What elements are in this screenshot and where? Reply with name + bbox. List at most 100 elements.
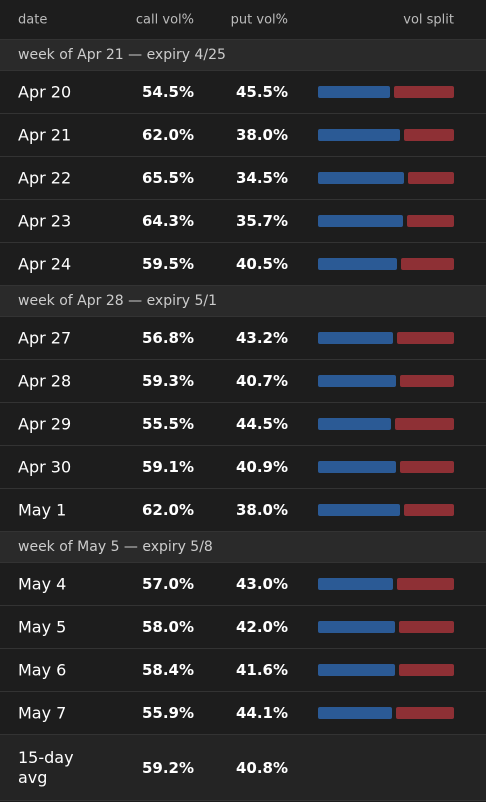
vol-split-bar	[318, 418, 454, 430]
call-cell: 59.2%	[141, 758, 194, 777]
call-cell: 59.5%	[141, 255, 194, 273]
put-cell: 34.5%	[235, 169, 288, 187]
date-cell: Apr 23	[18, 211, 72, 231]
put-bar	[393, 86, 454, 98]
call-cell: 54.5%	[141, 83, 194, 101]
put-bar	[395, 707, 454, 719]
put-bar	[408, 172, 454, 184]
call-bar	[318, 707, 392, 719]
group-title: week of Apr 28 — expiry 5/1	[18, 293, 218, 309]
vol-split-bar	[318, 375, 454, 387]
vol-split-bar	[318, 86, 454, 98]
data-row: Apr 23 64.3% 35.7%	[0, 200, 486, 243]
call-bar	[318, 332, 393, 344]
data-row: Apr 28 59.3% 40.7%	[0, 360, 486, 403]
call-bar	[318, 621, 395, 633]
put-bar	[397, 578, 454, 590]
date-cell: Apr 29	[18, 414, 72, 434]
date-cell: Apr 21	[18, 125, 72, 145]
data-row: May 5 58.0% 42.0%	[0, 606, 486, 649]
date-cell: May 7	[18, 703, 67, 723]
date-cell: Apr 22	[18, 168, 72, 188]
put-cell: 40.8%	[235, 758, 288, 777]
data-row: May 4 57.0% 43.0%	[0, 563, 486, 606]
call-bar	[318, 418, 392, 430]
vol-split-bar	[318, 621, 454, 633]
vol-split-bar	[318, 215, 454, 227]
put-bar	[400, 375, 454, 387]
put-cell: 38.0%	[235, 126, 288, 144]
data-row: Apr 30 59.1% 40.9%	[0, 446, 486, 489]
vol-split-bar	[318, 461, 454, 473]
call-cell: 55.5%	[141, 415, 194, 433]
data-row: Apr 22 65.5% 34.5%	[0, 157, 486, 200]
call-bar	[318, 461, 396, 473]
call-cell: 58.4%	[141, 661, 194, 679]
call-bar	[318, 258, 397, 270]
call-cell: 62.0%	[141, 501, 194, 519]
put-bar	[403, 129, 454, 141]
call-cell: 57.0%	[141, 575, 194, 593]
call-cell: 56.8%	[141, 329, 194, 347]
group-row: week of Apr 21 — expiry 4/25	[0, 40, 486, 71]
put-cell: 42.0%	[235, 618, 288, 636]
date-cell: May 5	[18, 617, 67, 637]
header-cell: date	[18, 12, 48, 27]
vol-split-bar	[318, 578, 454, 590]
put-bar	[403, 504, 454, 516]
vol-split-bar	[318, 172, 454, 184]
put-cell: 44.5%	[235, 415, 288, 433]
put-bar	[396, 332, 454, 344]
date-cell: Apr 27	[18, 328, 72, 348]
call-bar	[318, 129, 400, 141]
date-cell: Apr 30	[18, 457, 72, 477]
call-bar	[318, 504, 400, 516]
date-cell: May 4	[18, 574, 67, 594]
put-cell: 40.5%	[235, 255, 288, 273]
data-row: May 7 55.9% 44.1%	[0, 692, 486, 735]
vol-split-bar	[318, 707, 454, 719]
put-cell: 44.1%	[235, 704, 288, 722]
date-cell: Apr 20	[18, 82, 72, 102]
put-bar	[398, 621, 454, 633]
vol-split-bar	[318, 129, 454, 141]
header-cell: put vol%	[230, 12, 288, 27]
data-row: Apr 24 59.5% 40.5%	[0, 243, 486, 286]
put-cell: 35.7%	[235, 212, 288, 230]
call-bar	[318, 172, 405, 184]
date-cell: 15-day avg	[18, 747, 74, 787]
header-row: date call vol% put vol% vol split	[0, 0, 486, 40]
put-cell: 43.0%	[235, 575, 288, 593]
call-bar	[318, 664, 396, 676]
put-cell: 41.6%	[235, 661, 288, 679]
data-row: Apr 29 55.5% 44.5%	[0, 403, 486, 446]
put-bar	[395, 418, 454, 430]
call-bar	[318, 578, 394, 590]
group-row: week of May 5 — expiry 5/8	[0, 532, 486, 563]
vol-split-bar	[318, 258, 454, 270]
put-cell: 38.0%	[235, 501, 288, 519]
call-cell: 64.3%	[141, 212, 194, 230]
put-bar	[399, 664, 454, 676]
call-cell: 58.0%	[141, 618, 194, 636]
call-cell: 62.0%	[141, 126, 194, 144]
date-cell: May 6	[18, 660, 67, 680]
call-cell: 59.1%	[141, 458, 194, 476]
data-row: May 6 58.4% 41.6%	[0, 649, 486, 692]
header-cell: vol split	[403, 12, 454, 27]
call-bar	[318, 375, 397, 387]
data-row: Apr 20 54.5% 45.5%	[0, 71, 486, 114]
vol-split-bar	[318, 332, 454, 344]
group-title: week of May 5 — expiry 5/8	[18, 539, 213, 555]
put-bar	[400, 461, 454, 473]
call-bar	[318, 86, 390, 98]
date-cell: Apr 24	[18, 254, 72, 274]
group-title: week of Apr 21 — expiry 4/25	[18, 47, 226, 63]
put-cell: 45.5%	[235, 83, 288, 101]
put-cell: 43.2%	[235, 329, 288, 347]
header-cell: call vol%	[135, 12, 194, 27]
date-cell: Apr 28	[18, 371, 72, 391]
data-row: Apr 21 62.0% 38.0%	[0, 114, 486, 157]
data-row: Apr 27 56.8% 43.2%	[0, 317, 486, 360]
